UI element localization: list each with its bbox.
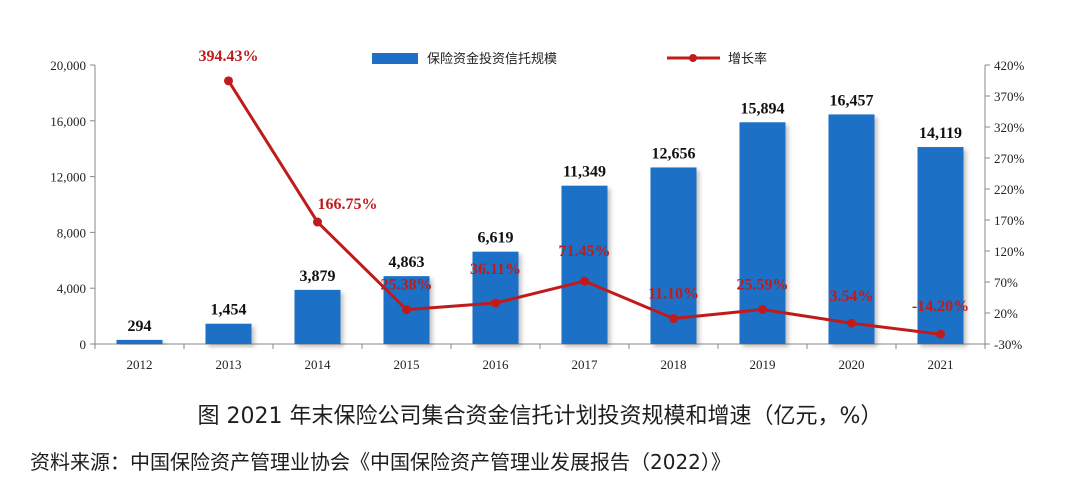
x-tick-label: 2014 <box>305 357 332 372</box>
x-tick-label: 2018 <box>661 357 687 372</box>
growth-rate-point <box>936 329 945 339</box>
growth-rate-label: 71.45% <box>559 243 611 260</box>
left-tick-label: 20,000 <box>50 58 86 73</box>
x-tick-label: 2015 <box>394 357 420 372</box>
bar <box>294 289 341 344</box>
bar <box>561 185 608 344</box>
legend-line-marker <box>689 54 697 62</box>
figure-caption: 图 2021 年末保险公司集合资金信托计划投资规模和增速（亿元，%） <box>197 404 883 429</box>
right-tick-label: 370% <box>994 89 1025 104</box>
bar-value-label: 15,894 <box>741 100 785 117</box>
left-axis: 0 4,000 8,000 12,000 16,000 20,000 <box>50 58 96 352</box>
growth-rate-label: 394.43% <box>199 48 259 65</box>
bar-series: 294 1,454 3,879 4,863 6,619 11,349 12,656 15,89… <box>116 92 964 344</box>
legend-line-label: 增长率 <box>728 51 767 67</box>
legend-bar-label: 保险资金投资信托规模 <box>427 51 557 67</box>
bar <box>205 323 252 344</box>
growth-rate-point <box>313 217 322 227</box>
bar-value-label: 294 <box>128 318 152 335</box>
x-tick-label: 2016 <box>483 357 510 372</box>
right-axis: -30% 20% 70% 120% 170% 220% 270% 320% 370% 420% <box>984 58 1025 352</box>
right-tick-label: 20% <box>994 306 1018 321</box>
x-tick-label: 2012 <box>127 357 153 372</box>
left-tick-label: 4,000 <box>57 281 86 296</box>
growth-rate-label: 166.75% <box>318 196 378 213</box>
x-tick-label: 2013 <box>216 357 242 372</box>
growth-rate-label: 25.38% <box>381 277 433 294</box>
right-tick-label: -30% <box>994 337 1022 352</box>
right-tick-label: 120% <box>994 244 1025 259</box>
x-tick-label: 2017 <box>572 357 599 372</box>
left-tick-label: 0 <box>80 337 87 352</box>
bar <box>116 339 163 344</box>
growth-rate-point <box>224 76 233 86</box>
chart: 0 4,000 8,000 12,000 16,000 20,000 -30% 20% 70%… <box>50 48 1025 372</box>
legend-bar-swatch <box>372 53 418 64</box>
legend: 保险资金投资信托规模 增长率 <box>372 51 767 67</box>
bar-value-label: 1,454 <box>211 302 247 319</box>
bar <box>828 114 875 344</box>
left-tick-label: 8,000 <box>57 225 86 240</box>
growth-rate-point <box>669 314 678 324</box>
bar <box>917 147 964 344</box>
growth-rate-label: 25.59% <box>737 277 789 294</box>
bar-value-label: 11,349 <box>563 164 606 181</box>
x-tick-label: 2019 <box>750 357 776 372</box>
bar-value-label: 3,879 <box>300 268 336 285</box>
right-tick-label: 270% <box>994 151 1025 166</box>
growth-rate-point <box>758 305 767 315</box>
growth-rate-label: -14.20% <box>912 298 969 315</box>
chart-svg: 0 4,000 8,000 12,000 16,000 20,000 -30% 20% 70%… <box>50 48 1025 372</box>
growth-rate-point <box>580 276 589 286</box>
growth-rate-series: 394.43% 166.75% 25.38% 36.11% 71.45% 11.10% 25… <box>199 48 969 339</box>
growth-rate-label: 11.10% <box>648 286 699 303</box>
growth-rate-label: 36.11% <box>470 261 521 278</box>
x-tick-label: 2020 <box>839 357 865 372</box>
right-tick-label: 170% <box>994 213 1025 228</box>
x-axis: 2012 2013 2014 2015 2016 2017 2018 2019 2020 2021 <box>94 343 986 372</box>
right-tick-label: 420% <box>994 58 1025 73</box>
bar-value-label: 4,863 <box>389 254 425 271</box>
bar-value-label: 16,457 <box>830 92 874 109</box>
bar-value-label: 14,119 <box>919 125 962 142</box>
left-tick-label: 12,000 <box>50 170 86 185</box>
left-tick-label: 16,000 <box>50 114 86 129</box>
right-tick-label: 320% <box>994 120 1025 135</box>
x-tick-label: 2021 <box>928 357 954 372</box>
source-note: 资料来源：中国保险资产管理业协会《中国保险资产管理业发展报告（2022）》 <box>30 450 731 474</box>
growth-rate-point <box>491 298 500 308</box>
right-tick-label: 70% <box>994 275 1018 290</box>
growth-rate-point <box>402 305 411 315</box>
growth-rate-point <box>847 318 856 328</box>
right-tick-label: 220% <box>994 182 1025 197</box>
bar-value-label: 12,656 <box>652 145 696 162</box>
growth-rate-label: 3.54% <box>830 288 874 305</box>
bar-value-label: 6,619 <box>478 230 514 247</box>
